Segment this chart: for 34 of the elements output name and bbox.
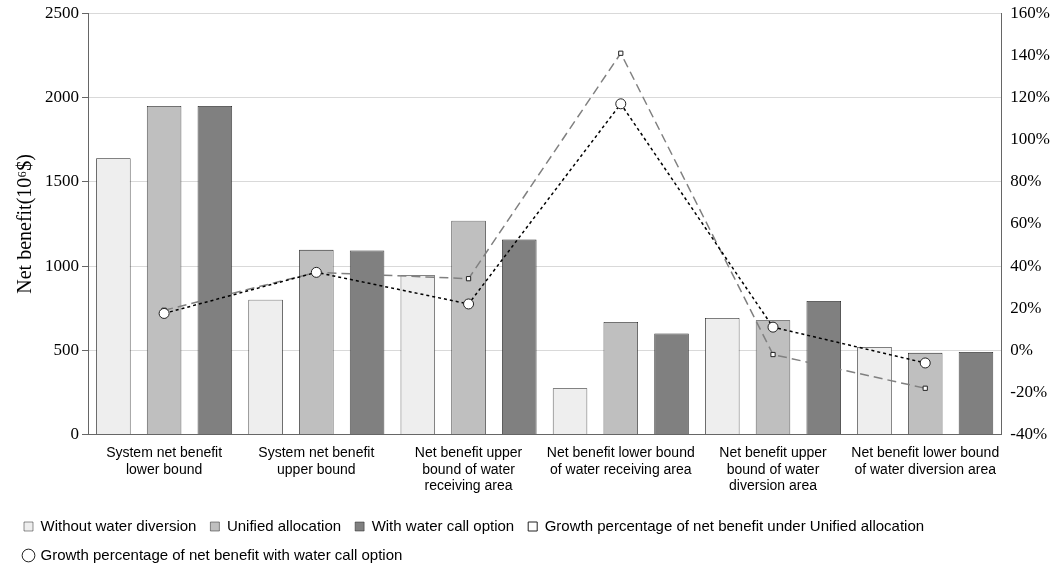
legend-label: Growth percentage of net benefit with water call option <box>40 545 403 563</box>
legend-label: Without water diversion <box>40 516 197 534</box>
y-tick-label: 1500 <box>45 171 79 191</box>
point <box>615 98 627 110</box>
x-tick-label: Net benefit upper bound of water diversion area <box>719 443 828 494</box>
x-tick-label: Net benefit upper bound of water receiving area <box>414 443 523 494</box>
y-tick-label: 2500 <box>45 2 79 22</box>
point <box>767 321 779 333</box>
y2-tick-label: 0% <box>1010 339 1034 359</box>
point <box>158 307 170 319</box>
y2-tick-label: 40% <box>1010 255 1042 275</box>
y2-tick-label: -40% <box>1010 424 1048 444</box>
point <box>919 357 931 369</box>
y2-tick-label: 60% <box>1010 213 1042 233</box>
y2-tick-label: 100% <box>1010 129 1051 149</box>
legend-label: Growth percentage of net benefit under Unified allocation <box>544 516 925 534</box>
x-tick-label: System net benefit lower bound <box>106 443 223 477</box>
y2-tick-label: 140% <box>1010 44 1051 64</box>
x-tick-label: Net benefit lower bound of water diversion area <box>851 443 1000 477</box>
y-tick-label: 1000 <box>45 255 79 275</box>
y2-tick-label: 120% <box>1010 86 1051 106</box>
y2-tick-label: 20% <box>1010 297 1042 317</box>
x-tick-label: System net benefit upper bound <box>258 443 375 477</box>
y2-tick-label: -20% <box>1010 381 1048 401</box>
y2-tick-label: 160% <box>1010 2 1051 22</box>
y2-tick-label: 80% <box>1010 171 1042 191</box>
legend-label: With water call option <box>371 516 515 534</box>
y-tick-label: 2000 <box>45 86 79 106</box>
point <box>463 298 475 310</box>
y-axis-title: Net benefit(10⁶$) <box>13 154 37 294</box>
y-tick-label: 0 <box>70 424 79 444</box>
legend-label: Unified allocation <box>226 516 342 534</box>
x-tick-label: Net benefit lower bound of water receiving area <box>546 443 695 477</box>
y-tick-label: 500 <box>53 339 79 359</box>
